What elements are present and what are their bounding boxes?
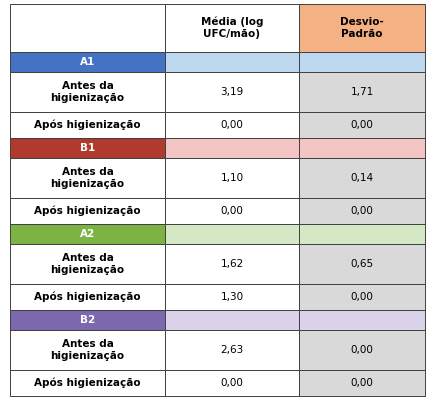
Bar — [299, 138, 425, 158]
Bar — [165, 158, 299, 198]
Text: 1,30: 1,30 — [220, 292, 243, 302]
Bar — [165, 72, 299, 112]
Bar — [299, 310, 425, 330]
Text: 0,00: 0,00 — [351, 345, 373, 355]
Bar — [10, 284, 165, 310]
Bar — [10, 52, 165, 72]
Text: 0,00: 0,00 — [220, 120, 243, 130]
Bar — [10, 72, 165, 112]
Text: Antes da
higienização: Antes da higienização — [50, 81, 125, 103]
Bar — [299, 370, 425, 396]
Text: Após higienização: Após higienização — [34, 292, 141, 302]
Text: 2,63: 2,63 — [220, 345, 243, 355]
Bar — [10, 158, 165, 198]
Bar — [299, 112, 425, 138]
Bar — [299, 244, 425, 284]
Text: 0,00: 0,00 — [351, 206, 373, 216]
Bar — [165, 244, 299, 284]
Text: 0,65: 0,65 — [350, 259, 374, 269]
Bar — [165, 284, 299, 310]
Text: B2: B2 — [80, 315, 95, 325]
Bar — [10, 198, 165, 224]
Text: 0,00: 0,00 — [351, 378, 373, 388]
Text: 0,00: 0,00 — [220, 378, 243, 388]
Bar — [165, 330, 299, 370]
Text: Desvio-
Padrão: Desvio- Padrão — [340, 17, 384, 39]
Text: Antes da
higienização: Antes da higienização — [50, 339, 125, 361]
Text: 1,71: 1,71 — [350, 87, 374, 97]
Text: Após higienização: Após higienização — [34, 120, 141, 130]
Bar — [165, 4, 299, 52]
Bar — [165, 370, 299, 396]
Text: 0,00: 0,00 — [220, 206, 243, 216]
Text: 1,10: 1,10 — [220, 173, 243, 183]
Bar — [10, 138, 165, 158]
Bar — [10, 370, 165, 396]
Bar — [299, 52, 425, 72]
Bar — [165, 52, 299, 72]
Bar — [299, 4, 425, 52]
Text: Antes da
higienização: Antes da higienização — [50, 253, 125, 275]
Bar — [299, 198, 425, 224]
Text: B1: B1 — [80, 143, 95, 153]
Bar — [10, 244, 165, 284]
Bar — [165, 138, 299, 158]
Bar — [10, 4, 165, 52]
Bar — [10, 224, 165, 244]
Bar — [299, 330, 425, 370]
Text: 0,00: 0,00 — [351, 292, 373, 302]
Bar — [10, 112, 165, 138]
Bar — [10, 330, 165, 370]
Text: Antes da
higienização: Antes da higienização — [50, 167, 125, 189]
Bar — [299, 284, 425, 310]
Text: A2: A2 — [80, 229, 95, 239]
Bar — [299, 72, 425, 112]
Text: Média (log
UFC/mão): Média (log UFC/mão) — [201, 17, 263, 39]
Text: 3,19: 3,19 — [220, 87, 243, 97]
Text: 1,62: 1,62 — [220, 259, 243, 269]
Bar — [10, 310, 165, 330]
Bar — [165, 224, 299, 244]
Bar — [165, 112, 299, 138]
Bar — [165, 198, 299, 224]
Text: 0,00: 0,00 — [351, 120, 373, 130]
Text: A1: A1 — [80, 57, 95, 67]
Bar — [165, 310, 299, 330]
Bar — [299, 158, 425, 198]
Text: 0,14: 0,14 — [350, 173, 374, 183]
Text: Após higienização: Após higienização — [34, 378, 141, 388]
Text: Após higienização: Após higienização — [34, 206, 141, 216]
Bar — [299, 224, 425, 244]
